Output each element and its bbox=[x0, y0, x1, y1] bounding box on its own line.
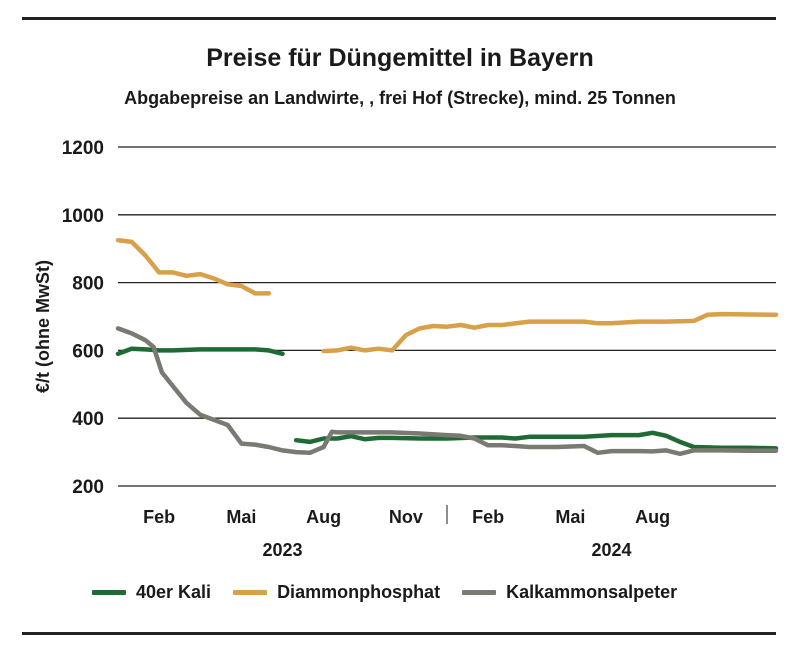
x-tick-label-6: Aug bbox=[635, 507, 670, 527]
bottom-rule bbox=[22, 632, 776, 635]
series-line-diammonphosphat-1 bbox=[321, 311, 779, 354]
axis-layer: 200 400 600 800 1000 1200 €/t (ohne MwSt) Feb Ma… bbox=[33, 138, 670, 560]
year-label-2023: 2023 bbox=[262, 540, 302, 560]
legend: 40er Kali Diammonphosphat Kalkammonsalpe… bbox=[92, 582, 699, 603]
legend-label-kali: 40er Kali bbox=[136, 582, 212, 602]
x-tick-label-0: Feb bbox=[143, 507, 175, 527]
x-tick-label-3: Nov bbox=[389, 507, 423, 527]
y-tick-label-800: 800 bbox=[72, 274, 104, 295]
legend-label-diammonphosphat: Diammonphosphat bbox=[277, 582, 441, 602]
y-tick-label-400: 400 bbox=[72, 409, 104, 430]
legend-swatch-kali bbox=[92, 590, 126, 595]
grid-layer bbox=[118, 146, 776, 487]
x-tick-label-2: Aug bbox=[306, 507, 341, 527]
year-label-2024: 2024 bbox=[591, 540, 631, 560]
legend-swatch-diammonphosphat bbox=[233, 590, 268, 595]
x-tick-label-4: Feb bbox=[472, 507, 504, 527]
series-line-diammonphosphat-0 bbox=[115, 237, 272, 296]
x-tick-label-5: Mai bbox=[555, 507, 585, 527]
chart-subtitle: Abgabepreise an Landwirte, , frei Hof (S… bbox=[124, 88, 676, 108]
legend-label-kalkammonsalpeter: Kalkammonsalpeter bbox=[506, 582, 678, 602]
y-tick-label-200: 200 bbox=[72, 477, 104, 498]
legend-item-kalkammonsalpeter: Kalkammonsalpeter bbox=[462, 582, 677, 603]
legend-swatch-kalkammonsalpeter bbox=[462, 590, 497, 595]
y-tick-label-1200: 1200 bbox=[62, 138, 104, 159]
legend-item-diammonphosphat: Diammonphosphat bbox=[233, 582, 440, 603]
y-axis-label: €/t (ohne MwSt) bbox=[33, 260, 53, 393]
legend-item-kali: 40er Kali bbox=[92, 582, 211, 603]
top-rule bbox=[22, 17, 776, 20]
chart-title: Preise für Düngemittel in Bayern bbox=[206, 44, 594, 72]
series-line-40er-kali-1 bbox=[293, 430, 779, 451]
series-line-40er-kali-0 bbox=[115, 346, 285, 357]
y-tick-label-1000: 1000 bbox=[62, 206, 104, 227]
y-tick-label-600: 600 bbox=[72, 341, 104, 362]
x-tick-label-1: Mai bbox=[226, 507, 256, 527]
series-line-kalkammonsalpeter-0 bbox=[115, 326, 779, 457]
series-layer bbox=[115, 237, 779, 457]
